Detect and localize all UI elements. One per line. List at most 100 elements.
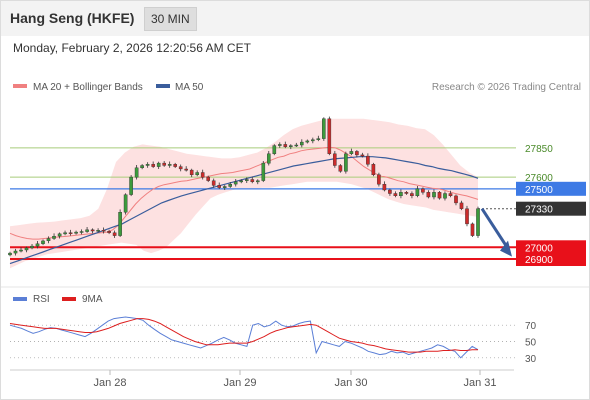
level-tag-27850: 27850 [525,144,553,155]
candle [19,247,23,253]
candle-body [57,233,62,237]
candle [294,142,299,147]
candle [371,162,376,177]
candle-body [393,193,398,196]
instrument-title: Hang Seng (HKFE) [10,10,135,26]
candle [333,150,337,168]
candle [311,137,315,144]
candle [96,228,100,233]
candle [151,161,156,169]
candle [90,228,95,234]
candle [454,194,458,206]
x-tick-label: Jan 31 [463,377,496,389]
rsi-tick-label-50: 50 [525,338,537,349]
candle-body [300,141,304,146]
candle-body [52,235,56,239]
candle [173,162,178,169]
candle-body [85,229,89,232]
candle [316,135,321,142]
candle-body [437,192,442,199]
candle-body [167,164,172,166]
candle-body [30,245,34,249]
level-tag-27500: 27500 [525,185,553,196]
candle [200,169,205,180]
candle [305,139,310,144]
candle [52,233,56,240]
candle-body [454,195,458,204]
candle [322,117,326,141]
candle [167,161,172,168]
candle-body [360,154,365,157]
candle-body [195,172,200,175]
candle-body [41,240,45,244]
candle [74,230,78,235]
ma50-line [9,156,479,265]
candle-body [151,164,156,167]
ma20-legend-label: MA 20 + Bollinger Bands [33,82,143,93]
candle [178,164,183,172]
candle [432,189,436,200]
candle-body [399,192,403,197]
rsi-tick-label-70: 70 [525,321,537,332]
candle-body [338,165,343,172]
candle-body [228,183,233,187]
candle [35,240,40,249]
candle-body [145,164,150,166]
candle [476,206,480,238]
candle-body [129,176,133,195]
candle [465,205,469,227]
candle-body [377,174,381,185]
candle [184,166,189,172]
credit-label: Research © 2026 Trading Central [432,82,581,93]
candle [261,161,266,183]
candle [283,141,288,149]
candle-body [404,192,409,194]
candle-body [327,118,332,154]
candle [85,226,89,233]
candle-body [244,179,249,181]
candle [129,175,133,197]
timeframe-badge[interactable]: 30 MIN [144,7,197,31]
candle [415,186,420,198]
candle [377,172,381,187]
candle [349,148,354,156]
candle [211,178,216,188]
candle [134,164,139,180]
candle [13,248,18,256]
candle-body [134,167,139,178]
candle-body [250,179,255,182]
candle [410,191,414,199]
candle-body [322,118,326,139]
forecast-arrow-head [500,240,512,257]
moving-average-layer [9,146,479,265]
candle-body [222,186,227,188]
candle [360,152,365,158]
candle-body [465,208,469,225]
candle-body [112,232,117,236]
candle-body [470,223,475,236]
level-tag-27330: 27330 [525,205,553,216]
candle-body [256,180,260,183]
candle-body [217,185,222,188]
candle [344,151,348,174]
candle [404,190,409,195]
forecast-layer [480,207,512,257]
x-axis: Jan 28 Jan 29 Jan 30 Jan 31 [93,370,497,389]
candle-body [118,211,122,236]
candle-body [156,162,161,167]
candle-body [410,193,414,196]
rsi-ma-line [9,318,478,353]
candle-body [459,202,464,209]
level-tag-26900: 26900 [525,255,553,266]
candle-body [305,140,310,143]
candle-body [443,193,447,199]
forecast-arrow-shaft [480,207,510,250]
candle-body [123,194,128,213]
candle-body [261,162,266,181]
candle [459,200,464,211]
candle [8,251,12,257]
candle [393,191,398,198]
candle-body [316,138,321,141]
candle-body [415,188,420,197]
